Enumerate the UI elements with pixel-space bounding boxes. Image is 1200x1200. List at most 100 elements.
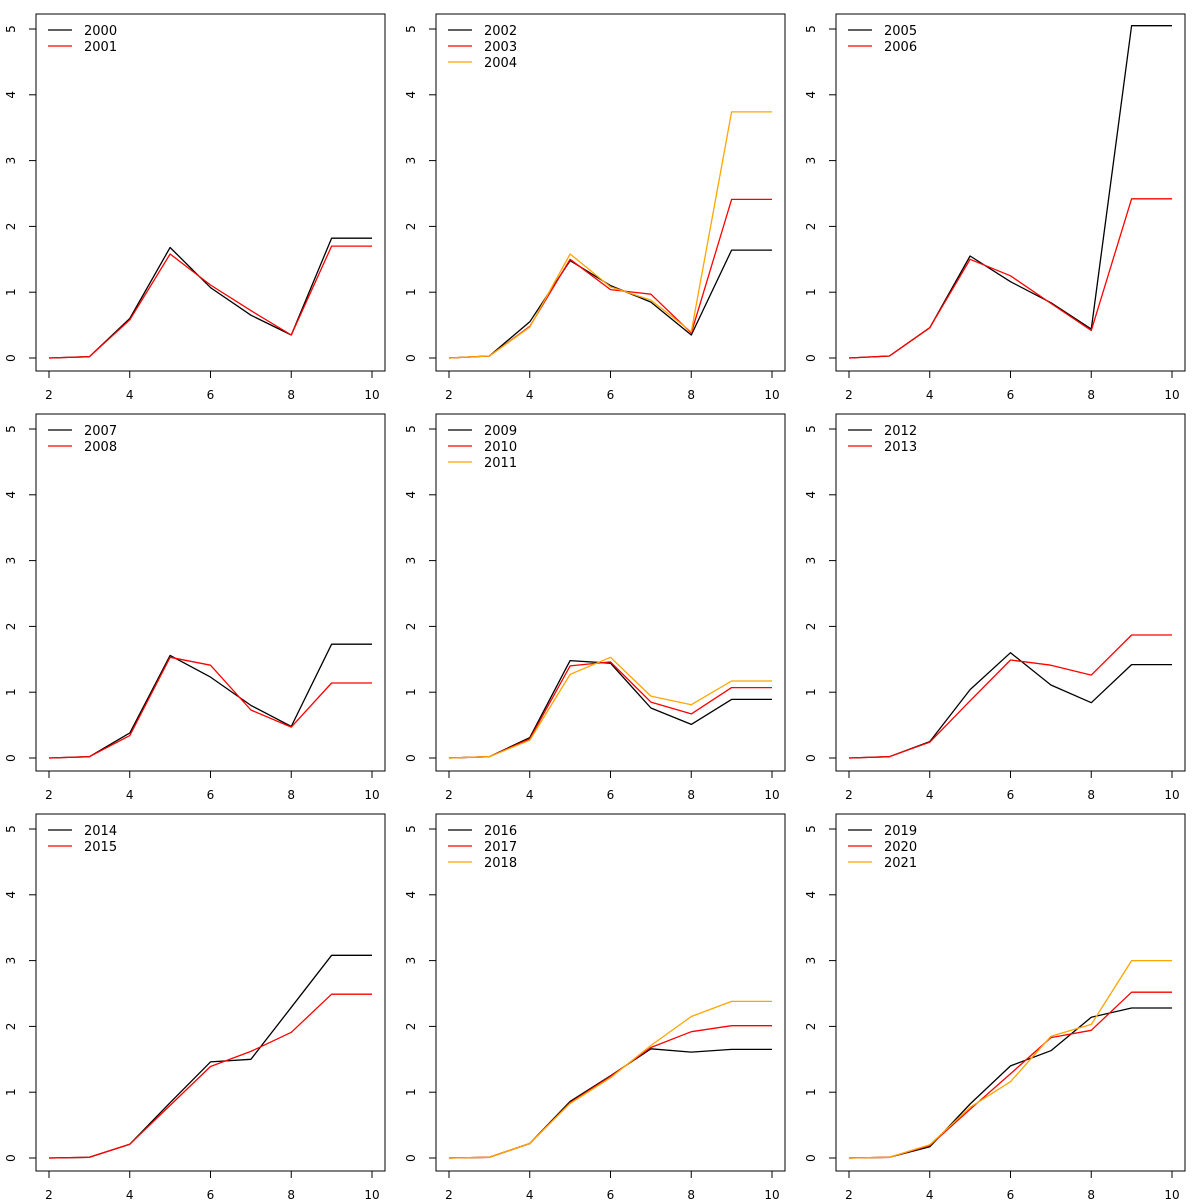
- legend-label: 2004: [484, 56, 517, 71]
- x-tick-label: 10: [1164, 1188, 1179, 1200]
- y-tick-label: 5: [4, 825, 18, 833]
- x-tick-label: 4: [926, 388, 934, 402]
- series-line: [48, 656, 372, 759]
- plot-frame: [35, 813, 386, 1172]
- x-tick-label: 4: [526, 1188, 534, 1200]
- x-tick-label: 2: [445, 1188, 453, 1200]
- series-line: [448, 249, 772, 359]
- legend-label: 2006: [884, 40, 917, 55]
- x-tick-label: 4: [926, 1188, 934, 1200]
- y-tick-label: 0: [4, 1154, 18, 1162]
- x-tick-label: 6: [1007, 788, 1015, 802]
- legend-label: 2019: [884, 824, 917, 839]
- y-tick-label: 5: [804, 825, 818, 833]
- y-axis: 0 1 2 3 4 5: [4, 25, 37, 362]
- legend-label: 2010: [484, 440, 517, 455]
- y-tick-label: 0: [804, 754, 818, 762]
- legend-label: 2020: [884, 840, 917, 855]
- series-line: [448, 1048, 772, 1159]
- plot-frame: [835, 413, 1186, 772]
- x-tick-label: 8: [287, 1188, 295, 1200]
- x-tick-label: 8: [1087, 1188, 1095, 1200]
- y-tick-label: 1: [804, 688, 818, 696]
- y-tick-label: 4: [804, 91, 818, 99]
- y-tick-label: 5: [804, 25, 818, 33]
- series-line: [48, 245, 372, 359]
- legend-label: 2003: [484, 40, 517, 55]
- x-tick-label: 2: [845, 388, 853, 402]
- legend-item: 2016: [448, 824, 517, 839]
- x-tick-label: 10: [364, 788, 379, 802]
- y-axis: 0 1 2 3 4 5: [404, 25, 437, 362]
- x-tick-label: 8: [1087, 388, 1095, 402]
- series-line: [848, 652, 1172, 759]
- legend-item: 2012: [848, 424, 917, 439]
- series-line: [48, 643, 372, 759]
- x-tick-label: 8: [1087, 788, 1095, 802]
- y-tick-label: 3: [4, 557, 18, 565]
- y-tick-label: 5: [404, 25, 418, 33]
- y-tick-label: 0: [404, 354, 418, 362]
- legend-label: 2011: [484, 456, 517, 471]
- y-tick-label: 1: [804, 288, 818, 296]
- legend-item: 2008: [48, 440, 117, 455]
- legend-item: 2021: [848, 856, 917, 871]
- legend-item: 2005: [848, 24, 917, 39]
- y-tick-label: 4: [4, 891, 18, 899]
- series-line: [448, 1025, 772, 1159]
- x-axis: 2 4 6 8 10: [445, 370, 780, 402]
- y-tick-label: 2: [4, 223, 18, 231]
- y-tick-label: 0: [804, 1154, 818, 1162]
- y-tick-label: 1: [404, 288, 418, 296]
- y-tick-label: 1: [404, 1088, 418, 1096]
- legend-item: 2007: [48, 424, 117, 439]
- x-tick-label: 2: [45, 388, 53, 402]
- legend-label: 2009: [484, 424, 517, 439]
- y-tick-label: 2: [4, 623, 18, 631]
- legend-label: 2021: [884, 856, 917, 871]
- y-tick-label: 2: [804, 623, 818, 631]
- y-tick-label: 3: [804, 557, 818, 565]
- y-axis: 0 1 2 3 4 5: [4, 425, 37, 762]
- series-line: [448, 659, 772, 759]
- y-tick-label: 5: [4, 425, 18, 433]
- y-tick-label: 2: [804, 1023, 818, 1031]
- y-axis: 0 1 2 3 4 5: [804, 825, 837, 1162]
- legend-item: 2004: [448, 56, 517, 71]
- x-tick-label: 6: [607, 1188, 615, 1200]
- y-tick-label: 3: [404, 557, 418, 565]
- series-line: [448, 111, 772, 359]
- y-tick-label: 4: [404, 891, 418, 899]
- legend-item: 2020: [848, 840, 917, 855]
- series-line: [848, 1007, 1172, 1159]
- legend-label: 2014: [84, 824, 117, 839]
- legend-item: 2006: [848, 40, 917, 55]
- y-tick-label: 3: [404, 157, 418, 165]
- series-line: [848, 991, 1172, 1159]
- legend-label: 2005: [884, 24, 917, 39]
- x-tick-label: 2: [45, 1188, 53, 1200]
- x-tick-label: 2: [845, 788, 853, 802]
- legend-item: 2009: [448, 424, 517, 439]
- y-tick-label: 3: [4, 157, 18, 165]
- x-tick-label: 6: [607, 388, 615, 402]
- x-tick-label: 6: [207, 1188, 215, 1200]
- series-line: [448, 198, 772, 359]
- y-tick-label: 0: [4, 754, 18, 762]
- series-line: [448, 661, 772, 759]
- y-tick-label: 3: [404, 957, 418, 965]
- y-tick-label: 0: [4, 354, 18, 362]
- legend-item: 2002: [448, 24, 517, 39]
- series-line: [448, 656, 772, 759]
- plot-frame: [35, 413, 386, 772]
- y-tick-label: 5: [404, 425, 418, 433]
